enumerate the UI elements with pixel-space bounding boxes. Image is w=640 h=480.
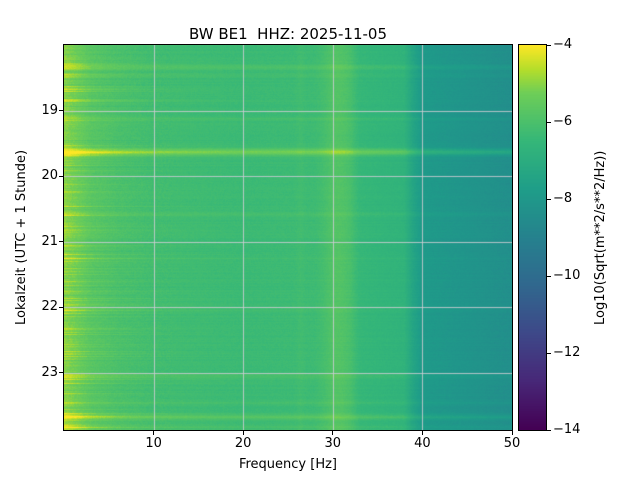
colorbar xyxy=(519,45,546,430)
y-tick-label: 19 xyxy=(41,102,58,118)
y-tick-mark xyxy=(59,175,63,177)
colorbar-tick-mark xyxy=(547,44,551,46)
x-tick-label: 20 xyxy=(234,436,252,451)
colorbar-tick-label: −6 xyxy=(553,114,573,129)
x-tick-label: 10 xyxy=(145,436,162,451)
x-tick-mark xyxy=(511,431,513,435)
y-tick-mark xyxy=(59,110,63,112)
colorbar-label: Log10(Sqrt(m**2/s**2/Hz)) xyxy=(593,150,608,325)
x-tick-mark xyxy=(332,431,334,435)
y-tick-mark xyxy=(59,306,63,308)
x-tick-mark xyxy=(421,431,423,435)
colorbar-tick-mark xyxy=(547,275,551,277)
colorbar-tick-mark xyxy=(547,198,551,200)
colorbar-tick-label: −12 xyxy=(553,345,581,360)
x-tick-mark xyxy=(153,431,155,435)
x-tick-label: 40 xyxy=(414,436,431,451)
x-tick-mark xyxy=(242,431,244,435)
y-tick-label: 20 xyxy=(41,168,58,184)
colorbar-tick-label: −10 xyxy=(553,268,581,283)
y-tick-mark xyxy=(59,241,63,243)
colorbar-tick-mark xyxy=(547,429,551,431)
y-tick-mark xyxy=(59,372,63,374)
y-tick-label: 22 xyxy=(41,299,58,315)
x-tick-label: 30 xyxy=(324,436,342,451)
x-tick-label: 50 xyxy=(503,436,521,451)
colorbar-tick-mark xyxy=(547,352,551,354)
y-tick-label: 21 xyxy=(41,233,58,249)
y-tick-label: 23 xyxy=(41,364,58,380)
colorbar-tick-label: −4 xyxy=(553,37,573,52)
colorbar-tick-mark xyxy=(547,121,551,123)
x-axis-label: Frequency [Hz] xyxy=(238,457,338,472)
colorbar-tick-label: −14 xyxy=(553,422,581,437)
colorbar-tick-label: −8 xyxy=(553,191,573,206)
chart-title: BW BE1 HHZ: 2025-11-05 xyxy=(188,25,388,43)
spectrogram-heatmap xyxy=(64,45,512,430)
